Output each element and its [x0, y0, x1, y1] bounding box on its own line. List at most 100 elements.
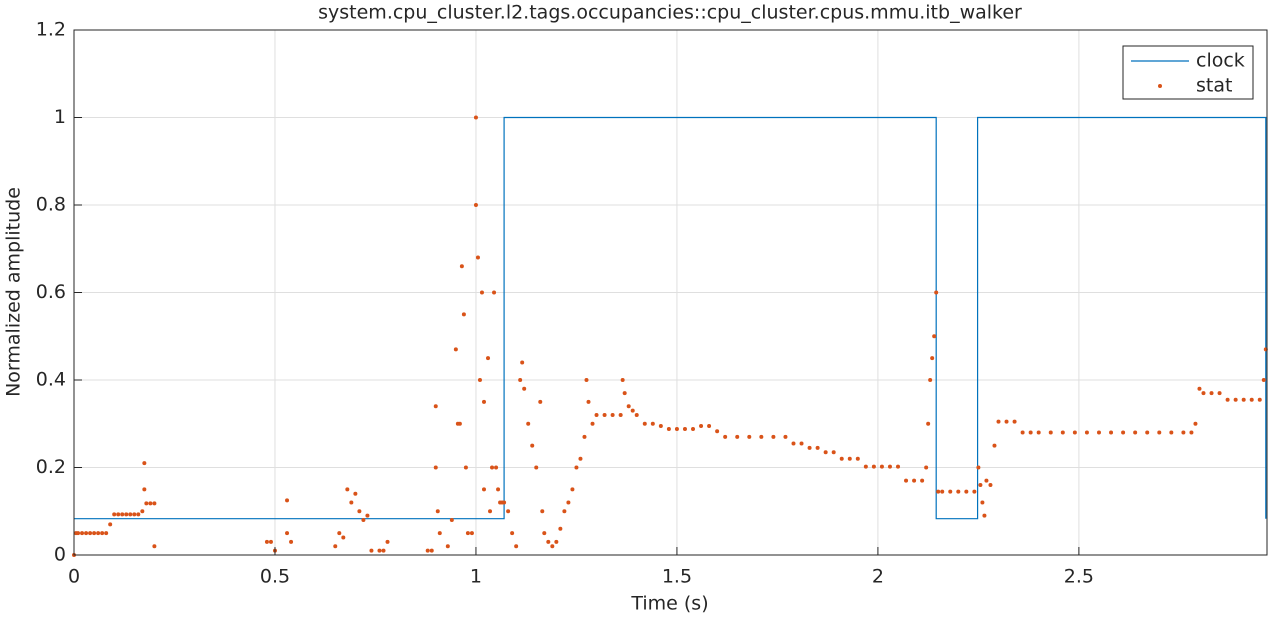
- stat-point: [76, 531, 81, 536]
- stat-point: [132, 512, 137, 517]
- stat-point: [982, 513, 987, 518]
- stat-point: [831, 450, 836, 455]
- stat-point: [268, 539, 273, 544]
- x-tick-label: 1: [470, 566, 482, 588]
- stat-point: [120, 512, 125, 517]
- stat-point: [445, 544, 450, 549]
- stat-point: [1181, 430, 1186, 435]
- stat-point: [620, 378, 625, 382]
- x-tick-label: 2: [872, 566, 884, 588]
- stat-point: [425, 548, 430, 553]
- stat-point: [934, 290, 939, 295]
- stat-point: [566, 500, 571, 505]
- y-tick-label: 0: [54, 544, 66, 566]
- stat-point: [457, 421, 462, 426]
- stat-point: [650, 421, 655, 426]
- stat-point: [1169, 430, 1174, 435]
- stat-point: [1197, 386, 1202, 391]
- stat-point: [992, 443, 997, 448]
- stat-point: [984, 478, 989, 483]
- legend-label: stat: [1196, 75, 1232, 97]
- stat-point: [783, 434, 788, 439]
- stat-point: [1157, 430, 1162, 435]
- stat-point: [791, 441, 796, 446]
- stat-point: [128, 512, 133, 517]
- stat-point: [630, 408, 635, 413]
- stat-point: [116, 512, 121, 517]
- stat-point: [96, 531, 101, 536]
- stat-point: [896, 464, 901, 469]
- stat-point: [461, 312, 466, 317]
- stat-point: [449, 518, 454, 522]
- stat-point: [578, 456, 583, 461]
- legend: clock stat: [1122, 45, 1254, 100]
- stat-point: [353, 491, 358, 496]
- stat-point: [1109, 430, 1114, 435]
- stat-point: [863, 464, 868, 469]
- stat-point: [1145, 430, 1150, 435]
- stat-point: [108, 522, 113, 527]
- stat-point: [666, 427, 671, 431]
- stat-point: [492, 290, 497, 295]
- stat-point: [691, 427, 696, 431]
- stat-point: [361, 518, 366, 522]
- stat-point: [496, 487, 501, 492]
- stat-point: [715, 429, 720, 434]
- stat-point: [542, 531, 547, 536]
- y-axis-label: Normalized amplitude: [3, 187, 25, 397]
- stat-point: [112, 512, 117, 517]
- stat-point: [855, 456, 860, 461]
- stat-point: [658, 423, 663, 428]
- stat-point: [365, 513, 370, 518]
- stat-point: [871, 464, 876, 469]
- stat-point: [381, 548, 386, 553]
- stat-point: [546, 539, 551, 544]
- stat-point: [152, 544, 157, 549]
- stat-point: [590, 421, 595, 426]
- stat-point: [988, 483, 993, 487]
- stat-point: [807, 445, 812, 450]
- stat-point: [530, 443, 535, 448]
- y-tick-label: 1: [54, 106, 66, 128]
- stat-point: [510, 531, 515, 536]
- stat-point: [1096, 430, 1101, 435]
- stat-point: [285, 531, 290, 536]
- stat-point: [747, 434, 752, 439]
- stat-point: [1036, 430, 1041, 435]
- stat-point: [699, 423, 704, 428]
- stat-point: [357, 509, 362, 514]
- stat-point: [940, 489, 945, 494]
- stat-point: [976, 465, 981, 470]
- stat-point: [964, 489, 969, 494]
- stat-point: [920, 478, 925, 483]
- stat-point: [980, 500, 985, 505]
- stat-point: [634, 413, 639, 417]
- stat-point: [1201, 391, 1206, 396]
- stat-point: [584, 378, 589, 382]
- stat-point: [904, 478, 909, 483]
- stat-point: [926, 421, 931, 426]
- stat-point: [475, 255, 480, 260]
- stat-point: [264, 539, 269, 544]
- stat-point: [469, 531, 474, 536]
- stat-point: [506, 509, 511, 514]
- y-tick-label: 0.6: [36, 281, 66, 303]
- stat-point: [735, 434, 740, 439]
- stat-point: [582, 434, 587, 439]
- stat-point: [972, 489, 977, 494]
- stat-point: [333, 544, 338, 549]
- stat-point: [586, 399, 591, 404]
- stat-point: [879, 464, 884, 469]
- stat-point: [337, 531, 342, 536]
- stat-point: [80, 531, 85, 536]
- stat-point: [554, 539, 559, 544]
- stat-point: [104, 531, 109, 536]
- stat-point: [1048, 430, 1053, 435]
- x-tick-label: 0: [68, 566, 80, 588]
- stat-point: [1133, 430, 1138, 435]
- stat-point: [433, 404, 438, 409]
- x-tick-label: 0.5: [260, 566, 290, 588]
- y-tick-label: 0.4: [36, 369, 66, 391]
- stat-point: [626, 404, 631, 409]
- stat-point: [522, 386, 527, 391]
